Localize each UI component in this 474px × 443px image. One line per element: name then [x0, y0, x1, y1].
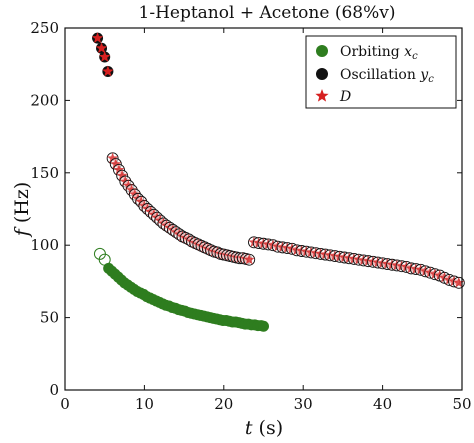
legend-label-d: D: [339, 89, 351, 105]
d-point: [113, 164, 125, 175]
axis-ticks: 0 10 20 30 40 50 0 50 100 150 200 250: [30, 19, 471, 413]
chart-title: 1-Heptanol + Acetone (68%v): [139, 3, 396, 23]
d-point: [453, 277, 465, 288]
y-tick-label: 0: [49, 381, 59, 399]
x-tick-label: 50: [452, 395, 471, 413]
legend-box: [305, 35, 457, 109]
y-tick-label: 100: [30, 236, 59, 254]
legend-label-oscillation: Oscillation yc: [340, 67, 434, 85]
x-tick-label: 30: [294, 395, 313, 413]
y-tick-label: 150: [30, 164, 59, 182]
d-point: [95, 42, 108, 54]
d-point: [243, 253, 255, 265]
y-tick-label: 200: [30, 91, 59, 109]
legend-marker-oscillation: [316, 68, 328, 80]
d-point: [110, 158, 122, 169]
y-tick-label: 50: [40, 309, 59, 327]
d-point: [116, 169, 128, 181]
plot-frame: [64, 27, 463, 391]
legend: Orbiting xc Oscillation yc D: [305, 35, 457, 109]
legend-marker-orbiting: [316, 45, 328, 57]
legend-marker-d: [315, 89, 329, 102]
legend-label-orbiting: Orbiting xc: [340, 44, 418, 62]
y-tick-label: 250: [30, 19, 59, 37]
d-point: [98, 50, 111, 62]
data-points: [91, 32, 465, 332]
x-axis-label: t (s): [245, 417, 283, 439]
d-point: [91, 32, 104, 43]
x-tick-label: 40: [373, 395, 392, 413]
d-point: [102, 65, 114, 77]
orbiting-point: [258, 320, 269, 332]
x-tick-label: 20: [214, 395, 233, 413]
x-tick-label: 10: [135, 395, 154, 413]
svg-text:t (s): t (s): [245, 417, 283, 439]
x-tick-label: 0: [60, 395, 70, 413]
d-point: [107, 152, 119, 164]
svg-text:f (Hz): f (Hz): [11, 182, 33, 239]
y-axis-label: f (Hz): [11, 182, 33, 239]
